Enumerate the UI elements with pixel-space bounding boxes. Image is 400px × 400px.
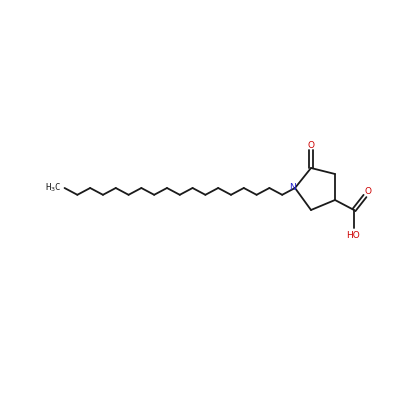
Text: H$_3$C: H$_3$C <box>45 182 62 194</box>
Text: HO: HO <box>346 230 360 240</box>
Text: N: N <box>290 184 296 192</box>
Text: O: O <box>308 140 314 150</box>
Text: O: O <box>364 188 372 196</box>
